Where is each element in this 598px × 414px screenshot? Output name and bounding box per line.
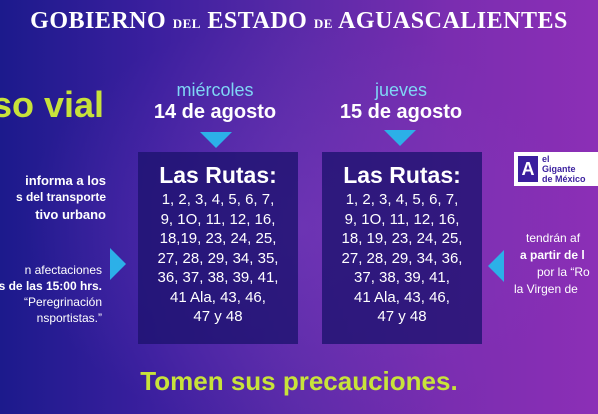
card-2-title: Las Rutas: (343, 162, 461, 188)
card-1-line: 1, 2, 3, 4, 5, 6, 7, (161, 191, 275, 208)
left-line7: nsportistas.” (36, 311, 102, 325)
right-notice-3: por la “Ro (537, 264, 598, 281)
right-line2: a partir de l (520, 248, 585, 262)
card-1-line: 9, 1O, 11, 12, 16, (160, 210, 276, 228)
header-part5: Aguascalientes (338, 8, 568, 34)
footer-caution: Tomen sus precauciones. (140, 366, 458, 396)
logo-line2: Gigante (542, 164, 576, 174)
aviso-title: so vial (0, 84, 105, 125)
day-1-name: miércoles (176, 80, 254, 100)
card-1-line: 27, 28, 29, 34, 35, (157, 249, 279, 267)
right-line3: por la “Ro (537, 265, 590, 279)
day-2-date: 15 de agosto (339, 101, 463, 123)
card-1-title: Las Rutas: (159, 162, 277, 188)
right-line1: tendrán af (526, 231, 581, 245)
arrow-down-icon (384, 130, 416, 146)
card-1-line: 18,19, 23, 24, 25, (159, 230, 277, 247)
left-line4: n afectaciones (24, 263, 102, 277)
card-2-routes: 1, 2, 3, 4, 5, 6, 7, 9, 1O, 11, 12, 16, … (322, 190, 482, 327)
card-2-line: 37, 38, 39, 41, (354, 269, 450, 286)
day-1-heading: miércoles 14 de agosto (140, 80, 290, 124)
el-gigante-logo: A el Gigante de México (514, 152, 598, 186)
card-2-line: 18, 19, 23, 24, 25, (341, 230, 463, 247)
logo-line3: de México (542, 174, 586, 184)
logo-mark: A (518, 156, 538, 182)
left-line1: informa a los (25, 173, 106, 188)
right-notice-2: a partir de l (520, 247, 598, 264)
header-part3: Estado (207, 8, 308, 34)
logo-text: el Gigante de México (542, 154, 586, 184)
card-2-line: 27, 28, 29, 34, 36, (341, 249, 463, 267)
left-notice: informa a los s del transporte tivo urba… (0, 172, 106, 223)
left-line2: s del transporte (15, 190, 106, 204)
day-1-date: 14 de agosto (153, 101, 277, 123)
card-2-line: 41 Ala, 43, 46, (354, 288, 450, 306)
routes-card-1: Las Rutas: 1, 2, 3, 4, 5, 6, 7, 9, 1O, 1… (138, 152, 298, 344)
right-line4: la Virgen de (514, 282, 578, 296)
header-part2: del (172, 16, 201, 31)
card-1-line: 47 y 48 (193, 308, 243, 325)
day-2-name: jueves (374, 80, 428, 100)
right-notice-4: la Virgen de (514, 281, 598, 298)
left-line3: tivo urbano (35, 207, 106, 222)
left-line6: “Peregrinación (23, 295, 102, 309)
card-1-line: 36, 37, 38, 39, 41, (157, 269, 279, 286)
left-notice-2: n afectaciones s de las 15:00 hrs. “Pere… (0, 262, 102, 326)
header-part4: de (313, 16, 333, 31)
left-line5: s de las 15:00 hrs. (0, 279, 102, 293)
government-header: Gobierno del Estado de Aguascalientes (0, 8, 598, 35)
card-2-line: 47 y 48 (377, 308, 427, 325)
right-notice: tendrán af (526, 230, 598, 247)
card-2-line: 1, 2, 3, 4, 5, 6, 7, (345, 191, 459, 208)
arrow-left-icon (488, 250, 504, 282)
card-2-line: 9, 1O, 11, 12, 16, (344, 210, 460, 228)
day-2-heading: jueves 15 de agosto (326, 80, 476, 124)
logo-line1: el (542, 154, 550, 164)
arrow-right-icon (110, 248, 126, 280)
arrow-down-icon (200, 132, 232, 148)
routes-card-2: Las Rutas: 1, 2, 3, 4, 5, 6, 7, 9, 1O, 1… (322, 152, 482, 344)
card-1-line: 41 Ala, 43, 46, (170, 288, 266, 306)
header-part1: Gobierno (30, 8, 167, 34)
card-1-routes: 1, 2, 3, 4, 5, 6, 7, 9, 1O, 11, 12, 16, … (138, 190, 298, 327)
